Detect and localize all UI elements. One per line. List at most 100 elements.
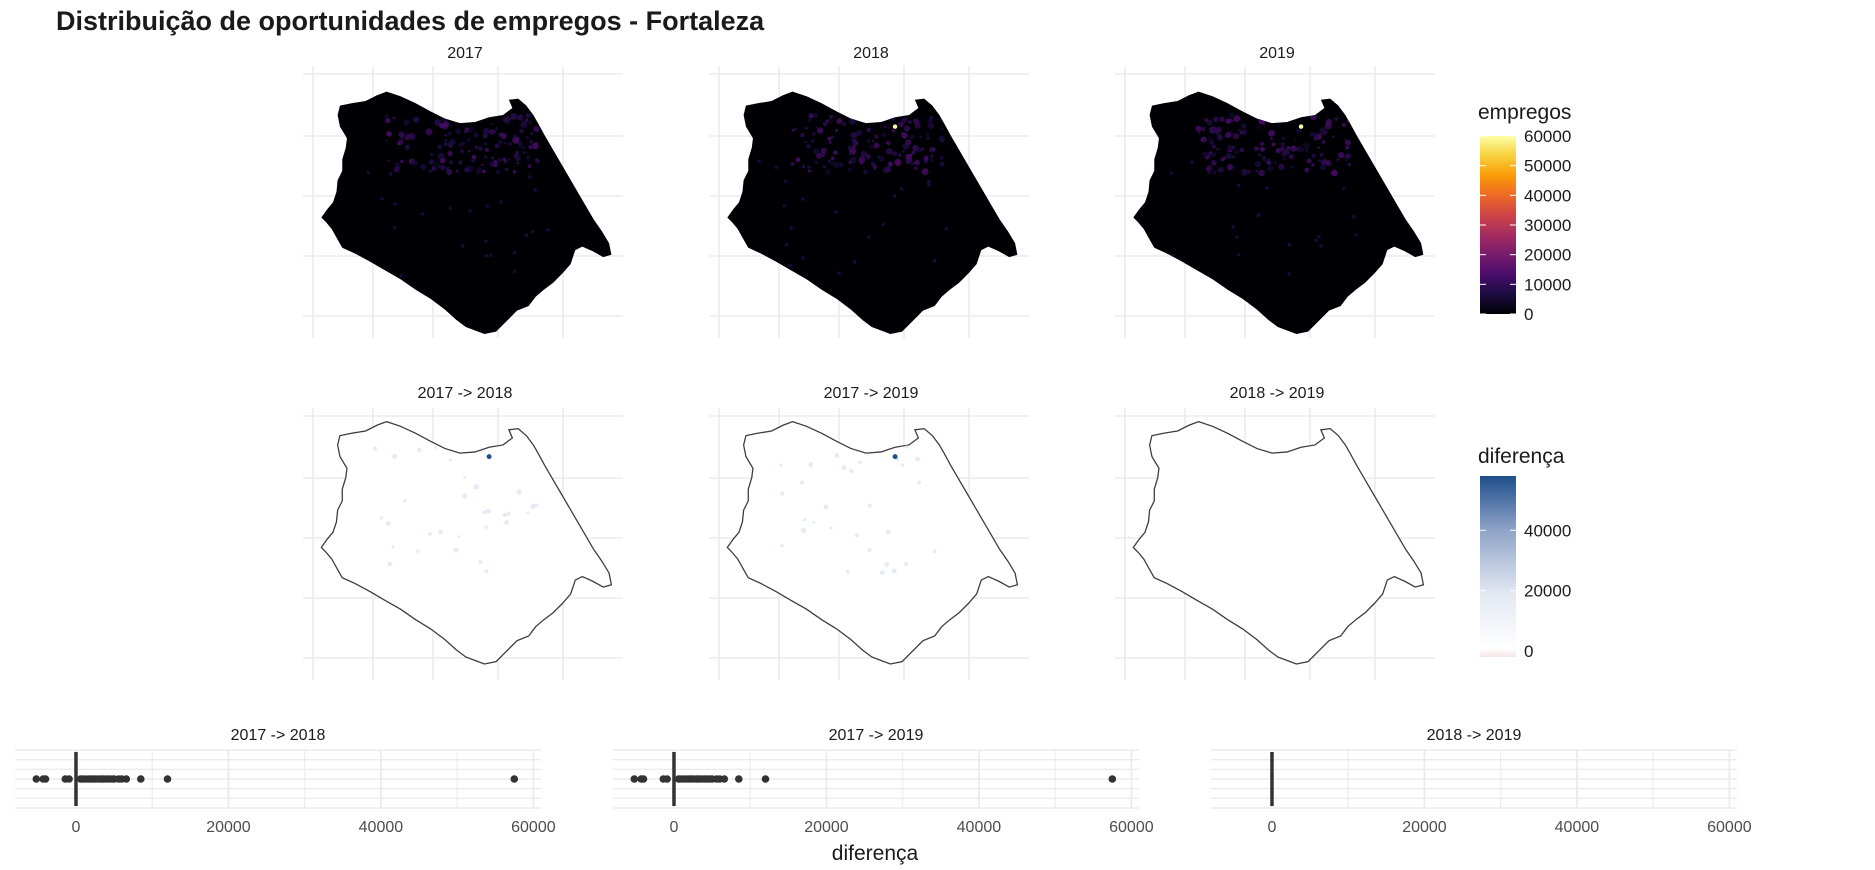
outlier-point [163, 775, 172, 783]
hex-cell [917, 480, 922, 485]
hex-cell [803, 518, 807, 522]
chart-title: Distribuição de oportunidades de emprego… [56, 6, 765, 36]
hex-cell [901, 150, 905, 153]
hex-cell [413, 116, 420, 123]
hex-cell [384, 113, 390, 119]
hex-cell [400, 159, 404, 164]
hex-cell [530, 132, 533, 135]
hex-cell [899, 187, 904, 191]
boxplot-panel: 2017 -> 2018 0 20000 40000 60000 [15, 727, 556, 836]
x-tick-label: 20000 [804, 819, 849, 836]
hex-cell [398, 131, 405, 138]
hex-cell [866, 139, 871, 143]
map-panel: 2019 [1115, 45, 1435, 338]
hex-cell [1167, 266, 1172, 271]
hex-cell [1200, 126, 1206, 132]
hex-cell [850, 132, 858, 139]
hex-cell [1258, 169, 1265, 177]
hex-cell [1351, 214, 1356, 219]
hex-cell [1345, 153, 1351, 159]
hex-cell [830, 135, 834, 139]
hex-cell [1254, 149, 1258, 152]
hex-cell [903, 561, 909, 567]
hex-cell [1226, 164, 1234, 171]
hex-cell [483, 155, 488, 159]
hex-cell [1256, 147, 1260, 151]
hex-cell [1271, 142, 1276, 147]
hex-cell [932, 549, 937, 554]
hex-cell [499, 200, 503, 204]
hex-cell [867, 503, 872, 508]
hex-cell [1321, 140, 1326, 145]
hex-cell [527, 164, 532, 169]
hex-cell [894, 158, 902, 166]
map-shape [1133, 91, 1424, 334]
hex-cell [1341, 186, 1346, 191]
hex-cell [473, 484, 480, 490]
hex-cell [1334, 117, 1339, 122]
hex-cell [1207, 170, 1211, 175]
legend-tick-label: 0 [1524, 305, 1533, 324]
hex-cell [1216, 126, 1222, 133]
hex-cell [847, 167, 852, 172]
hex-cell [814, 160, 818, 164]
hex-cell [488, 253, 493, 258]
hex-cell [1266, 158, 1271, 163]
hex-cell [428, 169, 432, 173]
hex-cell [494, 127, 499, 131]
hex-cell [530, 503, 536, 510]
hex-cell [858, 119, 862, 122]
hex-cell [800, 480, 804, 485]
hex-cell [484, 254, 489, 258]
hex-cell [827, 136, 832, 141]
hex-cell [1305, 149, 1309, 153]
hex-cell [484, 569, 489, 574]
hex-cell [1254, 160, 1262, 168]
hex-cell [1267, 165, 1273, 172]
hex-cell [822, 165, 827, 169]
hex-cell [474, 145, 479, 149]
hex-cell [820, 147, 827, 154]
hex-cell [1299, 147, 1305, 153]
hex-cell [502, 117, 508, 123]
hex-cell [380, 196, 384, 201]
hex-cell [1290, 145, 1297, 152]
hex-cell [495, 170, 500, 175]
hex-cell [800, 527, 807, 534]
hex-cell [1314, 238, 1318, 242]
hex-cell [800, 132, 805, 138]
hex-cell [1260, 141, 1265, 146]
hex-cell [1208, 139, 1215, 146]
hex-cell [902, 143, 909, 150]
hex-cell [1232, 133, 1239, 140]
hex-cell [854, 533, 860, 538]
hex-cell [940, 115, 947, 122]
outlier-point [630, 775, 639, 783]
map-texture [366, 112, 550, 278]
hex-cell [807, 118, 811, 122]
hex-cell [391, 545, 395, 549]
hex-cell [944, 227, 949, 231]
hex-cell [512, 250, 517, 255]
hex-cell [1282, 157, 1287, 161]
hex-cell [919, 135, 923, 139]
hex-cell [1257, 153, 1262, 157]
hex-cell [385, 117, 391, 124]
hex-cell [1211, 144, 1216, 149]
hex-cell [522, 146, 526, 150]
hex-cell [467, 149, 471, 153]
legend-tick-label: 10000 [1524, 275, 1571, 294]
hex-cell [939, 155, 944, 160]
hex-cell [488, 113, 493, 118]
hex-cell [1325, 118, 1332, 126]
hex-cell [829, 115, 833, 119]
outlier-point [720, 775, 729, 783]
hex-cell [430, 152, 434, 157]
hex-cell [842, 122, 847, 126]
hex-cell [940, 127, 944, 131]
hex-cell [532, 142, 539, 150]
x-tick-label: 20000 [1402, 819, 1447, 836]
hex-cell [808, 169, 812, 173]
hex-cell [884, 561, 890, 567]
